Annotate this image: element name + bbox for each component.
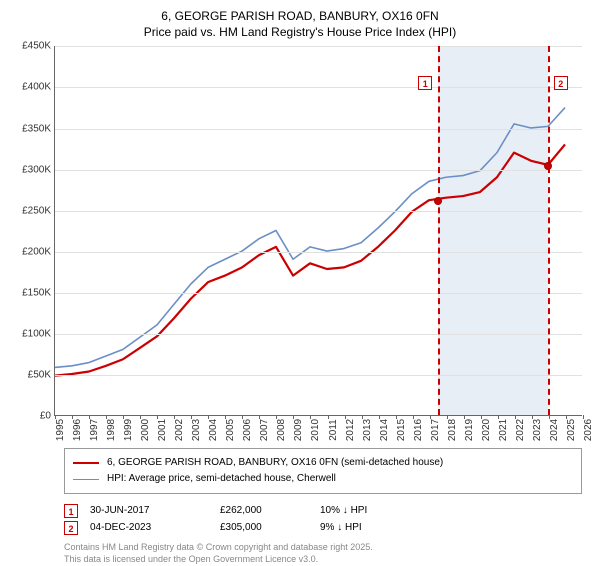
sale-badge: 2 [64,521,78,535]
x-axis-label: 2008 [276,419,287,441]
footer-note: Contains HM Land Registry data © Crown c… [64,542,582,565]
x-axis-label: 2010 [310,419,321,441]
x-axis-label: 2020 [481,419,492,441]
chart-subtitle: Price paid vs. HM Land Registry's House … [10,24,590,40]
gridline [55,293,582,294]
plot-inner: 1995199619971998199920002001200220032004… [55,46,582,415]
x-axis-label: 2003 [191,419,202,441]
gridline [55,170,582,171]
sales-table: 1 30-JUN-2017 £262,000 10% ↓ HPI 2 04-DE… [64,502,582,536]
gridline [55,129,582,130]
series-line-hpi [55,108,565,368]
x-axis-label: 2012 [345,419,356,441]
x-axis-label: 2004 [208,419,219,441]
y-axis-label: £250K [5,205,51,216]
sale-date: 30-JUN-2017 [90,502,220,519]
y-axis-label: £0 [5,411,51,422]
legend-swatch [73,479,99,480]
gridline [55,252,582,253]
x-axis-label: 2002 [174,419,185,441]
x-axis-label: 2001 [157,419,168,441]
footer-line: Contains HM Land Registry data © Crown c… [64,542,582,554]
legend: 6, GEORGE PARISH ROAD, BANBURY, OX16 0FN… [64,448,582,494]
x-axis-label: 2025 [566,419,577,441]
x-axis-label: 2013 [362,419,373,441]
sale-dot [544,162,552,170]
x-axis-label: 2011 [328,420,339,442]
x-axis-label: 1996 [72,419,83,441]
x-axis-label: 1995 [55,419,66,441]
table-row: 2 04-DEC-2023 £305,000 9% ↓ HPI [64,519,582,536]
x-axis-label: 1999 [123,419,134,441]
x-axis-label: 2024 [549,419,560,441]
legend-label: HPI: Average price, semi-detached house,… [107,471,336,487]
y-axis-label: £100K [5,329,51,340]
legend-label: 6, GEORGE PARISH ROAD, BANBURY, OX16 0FN… [107,455,443,471]
chart-lines-svg [55,46,582,415]
legend-item-hpi: HPI: Average price, semi-detached house,… [73,471,573,487]
gridline [55,87,582,88]
plot-area: 1995199619971998199920002001200220032004… [54,46,582,416]
gridline [55,46,582,47]
x-axis-label: 2019 [464,419,475,441]
chart-title: 6, GEORGE PARISH ROAD, BANBURY, OX16 0FN [10,8,590,24]
x-axis-label: 2022 [515,419,526,441]
x-axis-label: 1997 [89,419,100,441]
table-row: 1 30-JUN-2017 £262,000 10% ↓ HPI [64,502,582,519]
sale-price: £262,000 [220,502,320,519]
chart-container: 6, GEORGE PARISH ROAD, BANBURY, OX16 0FN… [0,0,600,560]
series-line-property [55,145,565,376]
x-axis-label: 2023 [532,419,543,441]
sale-delta: 10% ↓ HPI [320,502,440,519]
x-axis-label: 2000 [140,419,151,441]
x-axis-label: 2009 [293,419,304,441]
gridline [55,375,582,376]
x-axis-label: 2021 [498,419,509,441]
x-axis-label: 2014 [379,419,390,441]
x-axis-label: 2026 [583,419,594,441]
x-axis-label: 2007 [259,419,270,441]
x-axis-label: 2015 [396,419,407,441]
sale-delta: 9% ↓ HPI [320,519,440,536]
legend-item-property: 6, GEORGE PARISH ROAD, BANBURY, OX16 0FN… [73,455,573,471]
x-axis-label: 2006 [242,419,253,441]
x-axis-label: 1998 [106,419,117,441]
sale-marker-badge: 1 [418,76,432,90]
highlight-edge [548,46,550,415]
highlight-edge [438,46,440,415]
gridline [55,334,582,335]
sale-dot [434,197,442,205]
sale-price: £305,000 [220,519,320,536]
sale-date: 04-DEC-2023 [90,519,220,536]
y-axis-label: £400K [5,82,51,93]
x-axis-label: 2016 [413,419,424,441]
legend-swatch [73,462,99,464]
chart-title-block: 6, GEORGE PARISH ROAD, BANBURY, OX16 0FN… [10,8,590,40]
x-axis-label: 2018 [447,419,458,441]
sale-marker-badge: 2 [554,76,568,90]
x-axis-label: 2017 [430,419,441,441]
y-axis-label: £450K [5,41,51,52]
y-axis-label: £50K [5,370,51,381]
x-axis-label: 2005 [225,419,236,441]
y-axis-label: £200K [5,246,51,257]
y-axis-label: £350K [5,123,51,134]
y-axis-label: £150K [5,288,51,299]
y-axis-label: £300K [5,164,51,175]
sale-badge: 1 [64,504,78,518]
gridline [55,211,582,212]
